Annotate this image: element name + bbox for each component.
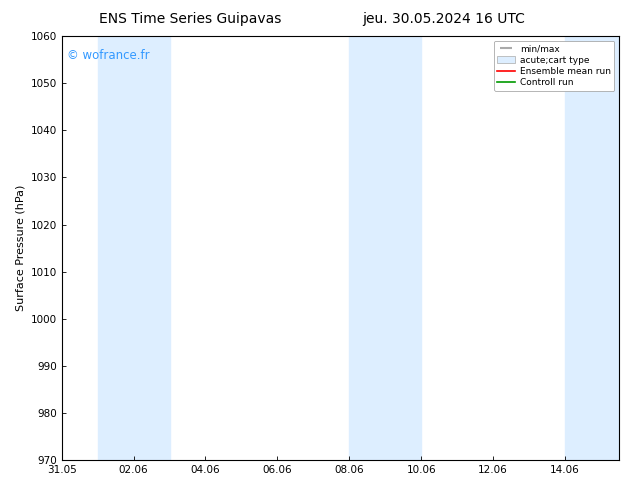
- Bar: [98, 36, 169, 460]
- Bar: [349, 36, 421, 460]
- Text: ENS Time Series Guipavas: ENS Time Series Guipavas: [99, 12, 281, 26]
- Y-axis label: Surface Pressure (hPa): Surface Pressure (hPa): [15, 185, 25, 311]
- Text: © wofrance.fr: © wofrance.fr: [67, 49, 150, 62]
- Legend: min/max, acute;cart type, Ensemble mean run, Controll run: min/max, acute;cart type, Ensemble mean …: [494, 41, 614, 91]
- Bar: [565, 36, 619, 460]
- Text: jeu. 30.05.2024 16 UTC: jeu. 30.05.2024 16 UTC: [363, 12, 525, 26]
